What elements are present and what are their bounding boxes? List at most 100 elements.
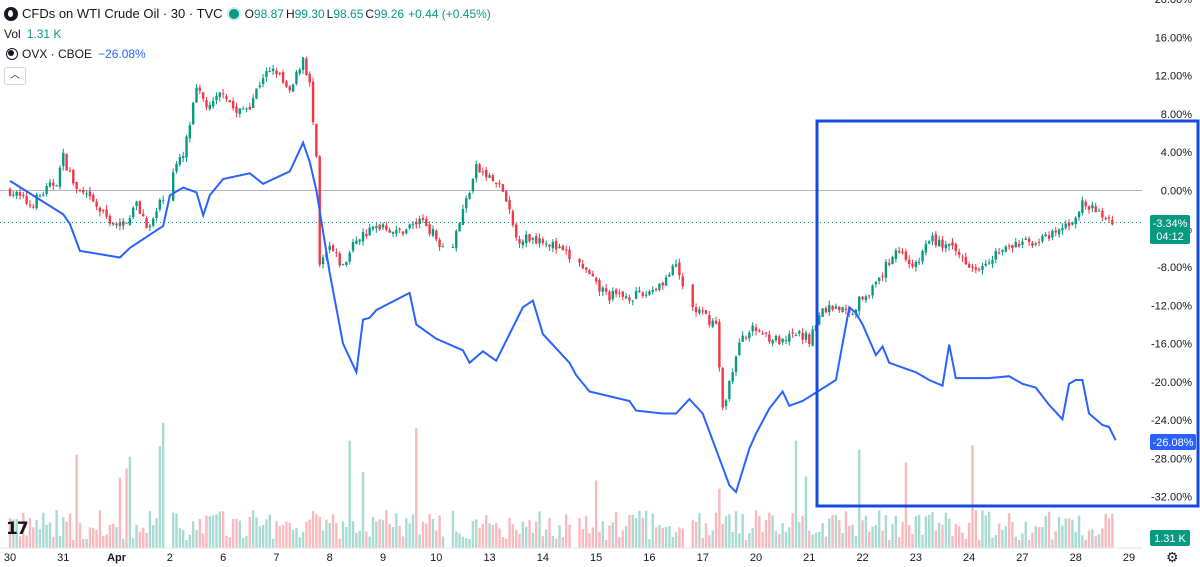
candle-body [301,57,305,70]
candle-body [411,223,415,225]
price-badges: -3.34% 04:12 -26.08% 1.31 K [1150,215,1196,546]
candle-body [48,182,52,187]
gear-icon[interactable]: ⚙ [1166,549,1179,565]
candle-body [784,340,788,342]
volume-bar [191,521,195,548]
volume-bar [584,515,588,548]
candle-body [408,224,411,229]
volume-bar [268,514,271,548]
collapse-legend-button[interactable]: ︿ [4,67,26,85]
candle-body [578,258,581,263]
candle-body [581,263,585,269]
candle-body [844,308,848,310]
volume-bar [921,534,924,548]
volume-bar [438,515,441,548]
candle-body [161,199,165,201]
volume-value: 1.31 K [26,27,62,41]
volume-bar [498,528,501,548]
time-axis[interactable]: 30 31 Apr 2 6 7 8 9 10 13 14 15 16 17 20 21 22 23 24 27 28 29 [0,547,1142,564]
candle-body [171,172,175,201]
candle-body [138,201,142,214]
candle-body [185,136,188,158]
candle-body [521,241,525,246]
volume-bar [311,510,315,548]
volume-bar [564,514,568,548]
volume-bar [611,522,614,548]
eye-icon[interactable] [6,48,18,60]
volume-bar [355,532,358,548]
symbol-title[interactable]: CFDs on WTI Crude Oil · 30 · TVC [22,6,223,21]
volume-bar [335,522,338,548]
ovx-row[interactable]: OVX · CBOE −26.08% [4,44,491,64]
candle-body [548,244,551,247]
candle-body [531,237,535,240]
candle-body [1071,222,1074,225]
volume-bar [761,532,764,548]
volume-bar [145,532,148,548]
candle-body [371,226,375,230]
x-tick-label: 7 [273,552,279,564]
volume-bar [1047,511,1051,548]
candle-body [708,315,711,325]
price-axis[interactable]: 20.00%16.00%12.00%8.00%4.00%0.00%-4.00%-… [1151,0,1192,504]
candle-body [861,296,864,300]
volume-bar [1001,530,1004,548]
ovx-label[interactable]: OVX · CBOE [22,47,93,61]
volume-bar [125,468,128,548]
volume-bar [931,511,934,548]
candle-body [52,182,55,186]
candle-body [511,211,515,226]
volume-bar [721,523,724,548]
volume-bar [95,529,98,548]
candle-body [42,194,45,196]
candle-body [358,239,361,242]
volume-bar [208,516,212,548]
candle-body [75,181,78,190]
volume-row[interactable]: Vol 1.31 K [4,24,491,44]
candle-body [977,269,981,271]
candle-body [588,270,591,275]
candle-body [288,86,291,91]
volume-bar [138,531,142,548]
candle-body [298,69,301,74]
tradingview-logo-icon[interactable]: 17 [6,519,29,539]
volume-bar [405,518,408,548]
candle-body [78,189,82,192]
y-tick-label: 20.00% [1155,0,1193,6]
volume-bar [858,449,861,548]
x-tick-label: 28 [1070,552,1082,564]
volume-bar [821,523,824,548]
wti-countdown-label: 04:12 [1156,231,1184,243]
candle-body [238,108,241,115]
x-tick-label: 23 [910,552,922,564]
volume-bar [768,512,771,548]
candle-body [1061,227,1064,231]
candle-body [718,322,721,368]
ohlc-close-value: 99.26 [374,7,405,21]
volume-bar [1051,539,1054,548]
candle-body [308,73,311,83]
volume-bar [128,456,132,548]
candle-body [621,291,624,297]
candle-body [1067,222,1071,227]
candle-body [1107,217,1111,219]
candle-body [331,245,335,252]
candle-body [1064,223,1067,228]
volume-bar [831,515,834,548]
volume-bar [854,535,858,548]
volume-bar [981,510,984,548]
candle-body [691,284,694,308]
candle-body [421,217,425,220]
volume-bar [1024,521,1027,548]
volume-bar [628,514,631,548]
symbol-row[interactable]: CFDs on WTI Crude Oil · 30 · TVC O 98.87 … [4,4,491,24]
candle-body [937,239,941,247]
volume-bar [754,510,758,548]
volume-bar [568,524,571,548]
candle-body [911,263,914,267]
candle-body [1091,205,1094,209]
y-tick-label: -8.00% [1157,262,1192,274]
volume-bar [471,521,475,548]
highlight-rectangle[interactable] [815,119,1200,508]
